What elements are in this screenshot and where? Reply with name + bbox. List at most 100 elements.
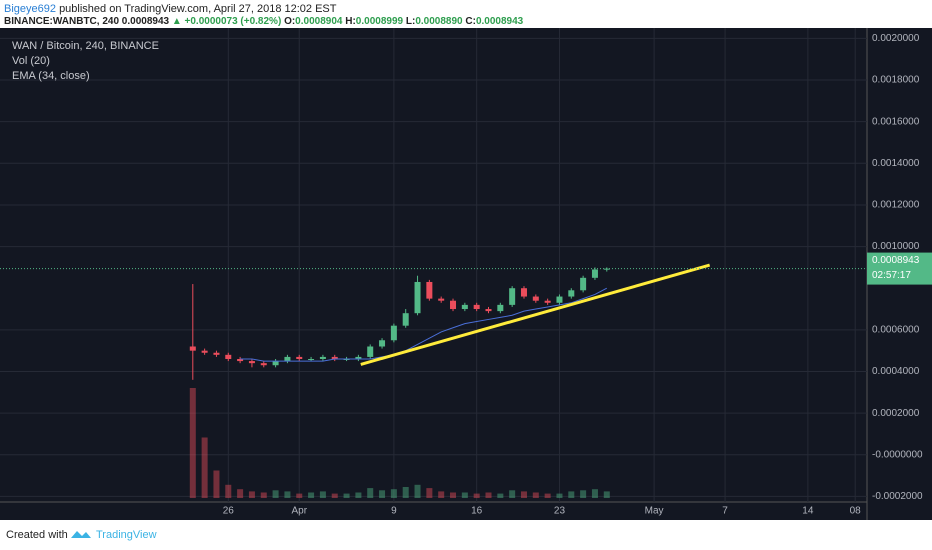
candle-body	[272, 361, 279, 366]
candle-body	[414, 281, 421, 314]
candle-body	[355, 356, 362, 359]
published: published on TradingView.com, April 27, …	[59, 3, 337, 15]
volume-bar	[225, 484, 232, 498]
x-tick-label: Apr	[291, 506, 307, 517]
user[interactable]: Bigeye692	[4, 3, 56, 15]
x-tick-label: 26	[223, 506, 235, 517]
y-tick-label: 0.0010000	[872, 241, 920, 252]
x-tick-label: 08	[850, 506, 862, 517]
y-tick-label: 0.0020000	[872, 33, 920, 44]
candle-body	[260, 363, 267, 366]
label: H:	[345, 16, 356, 27]
candle-body	[603, 268, 610, 270]
countdown: 02:57:17	[872, 270, 911, 281]
background	[0, 28, 932, 520]
volume-bar	[497, 493, 504, 498]
volume-bar	[296, 493, 303, 498]
candle-body	[497, 304, 504, 312]
candle-body	[225, 354, 232, 359]
created: Created with	[6, 529, 68, 541]
volume-bar	[355, 492, 362, 498]
footer: Created with TradingView	[0, 520, 932, 550]
high: 0.0008999	[355, 16, 404, 27]
candle-body	[248, 361, 255, 364]
volume-bar	[426, 488, 433, 498]
candle-body	[591, 269, 598, 278]
candle-body	[284, 356, 291, 362]
y-tick-label: 0.0004000	[872, 366, 920, 377]
close: 0.0008943	[475, 16, 524, 27]
volume-bar	[379, 490, 386, 498]
candle-body	[520, 288, 527, 297]
candle-body	[390, 325, 397, 341]
candle-body	[237, 358, 244, 362]
quote-line: BINANCE:WANBTC, 240 0.0008943 ▲ +0.00000…	[4, 16, 523, 27]
x-tick-label: 14	[802, 506, 814, 517]
candle-body	[319, 356, 326, 359]
candle-body	[556, 296, 563, 303]
y-tick-label: 0.0012000	[872, 200, 920, 211]
y-tick-label: 0.0018000	[872, 75, 920, 86]
label: C:	[465, 16, 476, 27]
open: 0.0008904	[295, 16, 343, 27]
candle-body	[201, 350, 208, 353]
change: ▲ +0.0000073 (+0.82%)	[171, 16, 282, 27]
volume-bar	[580, 490, 587, 498]
ema-line	[240, 287, 608, 362]
candle-body	[308, 358, 315, 360]
candle-body	[544, 300, 551, 303]
last: 0.0008943	[121, 16, 170, 27]
volume-bar	[438, 491, 445, 498]
brand[interactable]: TradingView	[96, 529, 157, 541]
volume-bar	[390, 489, 397, 498]
x-tick-label: 9	[391, 506, 397, 517]
candle-body	[331, 356, 338, 359]
candle-body	[461, 304, 468, 310]
candle-body	[426, 281, 433, 299]
candle-body	[580, 277, 587, 291]
x-tick-label: May	[645, 506, 664, 517]
volume-bar	[237, 489, 244, 498]
y-tick-label: -0.0002000	[872, 491, 923, 502]
candle-body	[532, 296, 539, 301]
volume-bar	[213, 470, 220, 498]
candle-body	[402, 313, 409, 326]
x-tick-label: 7	[722, 506, 728, 517]
price-label-box	[867, 252, 932, 285]
candle-body	[367, 346, 374, 357]
volume-bar	[284, 491, 291, 498]
volume-bar	[568, 491, 575, 498]
y-tick-label: 0.0016000	[872, 116, 920, 127]
volume-bar	[603, 491, 610, 498]
legend-entry: Vol (20)	[12, 55, 50, 67]
y-tick-label: 0.0006000	[872, 324, 920, 335]
legend-entry: WAN / Bitcoin, 240, BINANCE	[12, 40, 159, 52]
last-price-label: 0.0008943	[872, 255, 920, 266]
volume-bar	[544, 493, 551, 498]
volume-bar	[532, 492, 539, 498]
candle-body	[450, 300, 457, 310]
candle-body	[568, 290, 575, 297]
volume-bar	[591, 489, 598, 498]
candle-body	[509, 288, 516, 305]
volume-bar	[402, 487, 409, 498]
volume-bar	[556, 493, 563, 498]
legend-entry: EMA (34, close)	[12, 70, 90, 82]
y-tick-label: 0.0002000	[872, 408, 920, 419]
volume-bar	[308, 492, 315, 498]
candle-body	[296, 356, 303, 359]
chart: 0.0020000 0.0018000 0.0016000 0.0014000 0.00…	[0, 28, 932, 520]
volume-bar	[509, 490, 516, 498]
volume-bar	[343, 493, 350, 498]
volume-bar	[248, 491, 255, 498]
trend-line	[360, 263, 711, 366]
volume-bar	[272, 490, 279, 498]
header-line: Bigeye692 published on TradingView.com, …	[4, 3, 337, 15]
candle-body	[473, 304, 480, 310]
volume-bar	[414, 484, 421, 498]
volume-bar	[201, 437, 208, 498]
y-tick-label: 0.0014000	[872, 158, 920, 169]
volume-bar	[450, 492, 457, 498]
logo	[71, 531, 91, 538]
